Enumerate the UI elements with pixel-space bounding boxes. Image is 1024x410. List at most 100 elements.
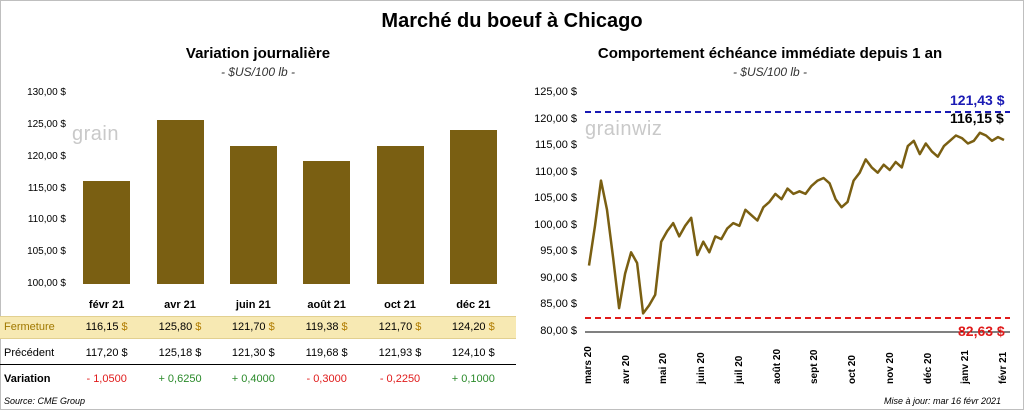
fermeture-cell: 125,80 $ <box>145 321 215 333</box>
right-x-tick-label: mai 20 <box>658 352 670 384</box>
fermeture-label: Fermeture <box>4 321 55 333</box>
cell-currency: $ <box>415 347 422 359</box>
bar-category-label: oct 21 <box>384 299 416 311</box>
cell-value: 116,15 <box>85 321 122 333</box>
variation-label: Variation <box>4 373 51 385</box>
bar-category-label: avr 21 <box>164 299 196 311</box>
left-panel-title: Variation journalière <box>185 45 331 62</box>
precedent-cell: 117,20 $ <box>72 347 142 359</box>
precedent-label: Précédent <box>4 347 55 359</box>
left-y-tick-label: 110,00 $ <box>27 214 66 226</box>
precedent-cell: 119,68 $ <box>292 347 362 359</box>
bar <box>229 145 277 284</box>
left-watermark: grain <box>72 123 119 145</box>
bar-category-label: août 21 <box>307 299 346 311</box>
cell-currency: $ <box>488 347 495 359</box>
source-note: Source: CME Group <box>4 396 86 406</box>
bar <box>449 129 497 284</box>
cell-currency: $ <box>268 347 275 359</box>
fermeture-cell: 116,15 $ <box>72 321 142 333</box>
cell-currency: $ <box>195 347 202 359</box>
variation-cell: - 0,2250 <box>379 373 421 385</box>
bar <box>156 119 204 284</box>
right-x-tick-label: avr 20 <box>620 355 632 384</box>
cell-value: 119,68 <box>305 347 342 359</box>
cell-currency: $ <box>268 321 275 333</box>
fermeture-cell: 121,70 $ <box>365 321 435 333</box>
cell-value: 119,38 <box>305 321 342 333</box>
cell-currency: $ <box>121 347 128 359</box>
variation-cell: + 0,6250 <box>158 373 202 385</box>
precedent-cell: 121,93 $ <box>365 347 435 359</box>
left-y-tick-label: 100,00 $ <box>27 278 66 289</box>
bar-category-label: févr 21 <box>88 299 125 311</box>
bar-category-label: déc 21 <box>456 299 491 311</box>
cell-value: 125,18 <box>158 347 196 359</box>
cell-value: 117,20 <box>85 347 122 359</box>
variation-cell: - 0,3000 <box>306 373 347 385</box>
cell-currency: $ <box>415 321 422 333</box>
right-x-tick-label: mars 20 <box>583 346 594 384</box>
right-x-tick-label: août 20 <box>771 348 783 384</box>
cell-currency: $ <box>121 321 128 333</box>
right-y-tick-label: 115,00 $ <box>534 139 577 152</box>
variation-cell: - 1,0500 <box>86 373 127 385</box>
right-x-tick-label: juil 20 <box>733 355 745 384</box>
table-row-variation: Variation - 1,0500 + 0,6250 + 0,4000 - 0,30… <box>0 369 516 390</box>
cell-value: 121,70 <box>231 321 269 333</box>
left-y-tick-label: 130,00 $ <box>27 87 66 98</box>
bar <box>376 145 424 284</box>
left-y-tick-label: 115,00 $ <box>27 182 66 194</box>
fermeture-cell: 119,38 $ <box>292 321 362 333</box>
precedent-cell: 125,18 $ <box>145 347 215 359</box>
precedent-cell: 121,30 $ <box>218 347 288 359</box>
cell-currency: $ <box>488 321 495 333</box>
right-x-tick-label: janv 21 <box>960 350 972 384</box>
right-x-tick-label: déc 20 <box>922 352 934 384</box>
cell-currency: $ <box>341 347 348 359</box>
table-row-precedent: Précédent 117,20 $125,18 $121,30 $119,68… <box>0 343 516 365</box>
cell-value: 121,70 <box>378 321 416 333</box>
cell-currency: $ <box>195 321 202 333</box>
right-y-tick-label: 80,00 $ <box>540 325 577 337</box>
right-y-tick-label: 110,00 $ <box>534 165 577 178</box>
cell-value: 125,80 <box>158 321 196 333</box>
left-y-tick-label: 105,00 $ <box>27 246 66 258</box>
right-y-tick-label: 90,00 $ <box>540 271 577 284</box>
fermeture-cell: 121,70 $ <box>218 321 288 333</box>
bar <box>303 160 351 284</box>
right-y-tick-label: 95,00 $ <box>540 245 577 258</box>
precedent-cell: 124,10 $ <box>438 347 508 359</box>
cell-value: 124,20 <box>451 321 489 333</box>
bar <box>83 181 131 284</box>
right-y-tick-label: 100,00 $ <box>534 218 577 231</box>
cell-value: 121,93 <box>378 347 416 359</box>
bar-category-label: juin 21 <box>235 299 271 311</box>
right-y-tick-label: 85,00 $ <box>540 298 577 311</box>
fermeture-cell: 124,20 $ <box>438 321 508 333</box>
cell-value: 121,30 <box>231 347 269 359</box>
last-value-label: 116,15 $ <box>950 110 1004 126</box>
price-series-line <box>587 131 1005 315</box>
right-y-tick-label: 120,00 $ <box>534 112 577 125</box>
right-x-tick-label: févr 21 <box>998 351 1009 384</box>
cell-currency: $ <box>341 321 348 333</box>
table-row-fermeture: Fermeture 116,15 $125,80 $121,70 $119,38… <box>0 316 516 339</box>
right-watermark: grainwiz <box>585 118 663 140</box>
right-x-tick-label: nov 20 <box>884 352 896 384</box>
high-value-label: 121,43 $ <box>950 92 1005 108</box>
variation-cell: + 0,4000 <box>231 373 275 385</box>
left-y-tick-label: 120,00 $ <box>27 150 66 162</box>
low-value-label: 82,63 $ <box>958 323 1005 339</box>
right-x-tick-label: juin 20 <box>696 352 708 384</box>
cell-value: 124,10 <box>451 347 489 359</box>
left-y-tick-label: 125,00 $ <box>27 118 66 130</box>
right-y-tick-label: 125,00 $ <box>534 86 577 98</box>
right-x-tick-label: oct 20 <box>847 355 859 384</box>
right-panel-subtitle: - $US/100 lb - <box>732 65 808 79</box>
right-panel-title: Comportement échéance immédiate depuis 1… <box>597 45 943 62</box>
update-note: Mise à jour: mar 16 févr 2021 <box>884 396 1002 406</box>
main-title: Marché du boeuf à Chicago <box>381 10 643 32</box>
left-panel-subtitle: - $US/100 lb - <box>220 65 296 79</box>
